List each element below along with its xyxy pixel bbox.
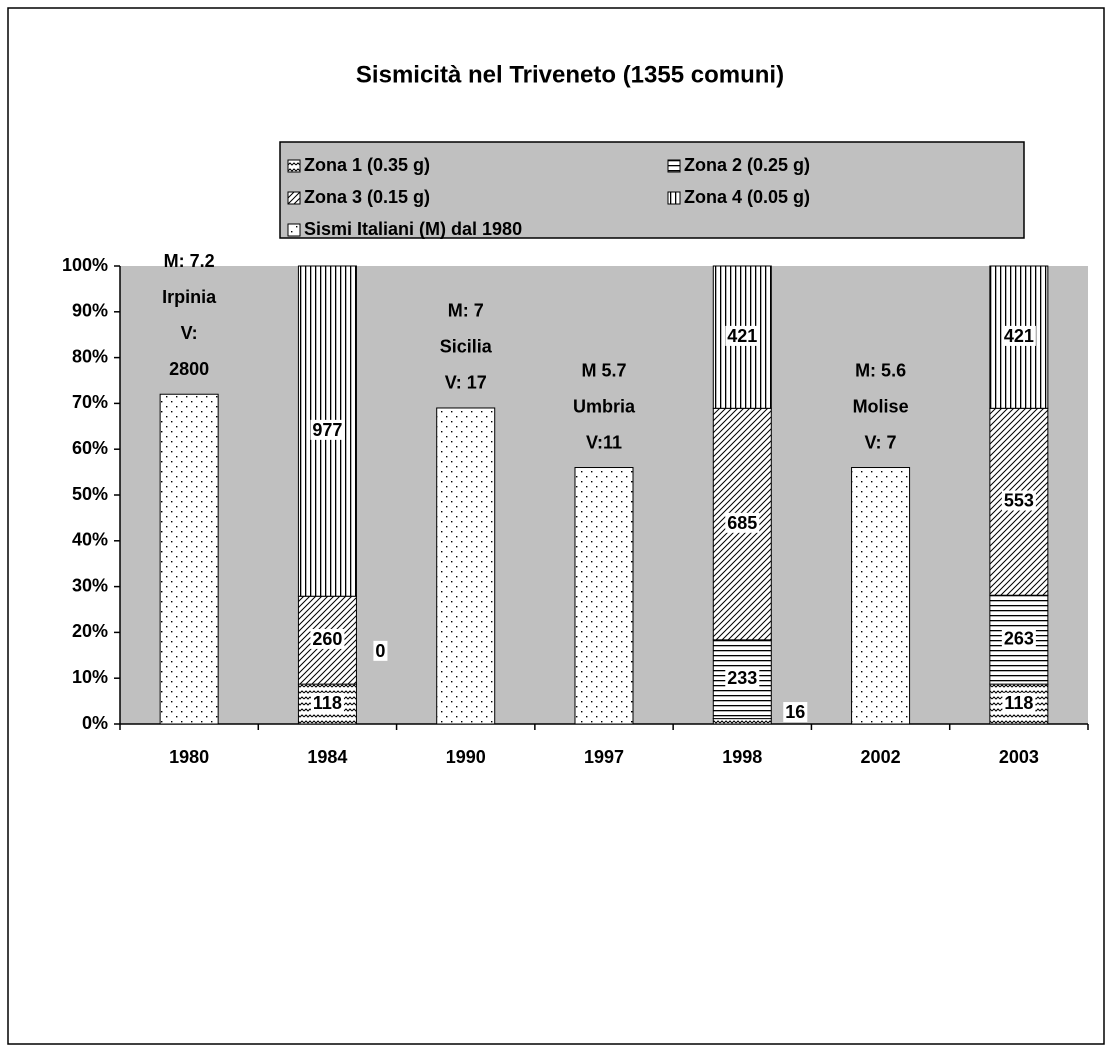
y-tick-label: 70% [72, 392, 108, 412]
x-tick-label: 2003 [999, 747, 1039, 767]
legend-label: Zona 3 (0.15 g) [304, 187, 430, 207]
legend-swatch [287, 223, 301, 237]
y-tick-label: 40% [72, 530, 108, 550]
legend-box [279, 141, 1025, 239]
data-label-bg [310, 628, 345, 649]
bar-segment [712, 718, 772, 725]
legend-swatch [287, 159, 301, 173]
bar [436, 407, 496, 725]
data-label: 263 [1004, 628, 1034, 648]
data-label-bg [1001, 628, 1036, 649]
y-tick-label: 30% [72, 575, 108, 595]
y-tick-label: 60% [72, 438, 108, 458]
annotation: Umbria [573, 396, 636, 416]
bar [574, 467, 634, 725]
data-label-bg [725, 512, 760, 533]
data-label-bg [783, 702, 808, 723]
legend-label: Zona 1 (0.35 g) [304, 155, 430, 175]
y-tick-label: 50% [72, 484, 108, 504]
data-label-bg [310, 419, 345, 440]
data-label: 260 [312, 629, 342, 649]
data-label: 118 [1004, 693, 1033, 713]
legend-swatch [667, 191, 681, 205]
data-label-bg [725, 325, 760, 346]
annotation: V: 17 [445, 373, 487, 393]
annotation: M: 7.2 [164, 251, 215, 271]
data-label: 118 [313, 693, 342, 713]
data-label: 421 [1004, 326, 1034, 346]
chart-title: Sismicità nel Triveneto (1355 comuni) [356, 61, 784, 88]
legend-label: Sismi Italiani (M) dal 1980 [304, 219, 522, 239]
legend-swatch [667, 159, 681, 173]
x-tick-label: 1998 [722, 747, 762, 767]
annotation: Molise [853, 396, 909, 416]
legend-label: Zona 4 (0.05 g) [684, 187, 810, 207]
annotation: M: 7 [448, 301, 484, 321]
data-label-bg [1002, 692, 1036, 713]
annotation: Irpinia [162, 287, 217, 307]
x-tick-label: 1990 [446, 747, 486, 767]
data-label: 685 [727, 513, 757, 533]
annotation: V: 7 [865, 432, 897, 452]
data-label: 553 [1004, 491, 1034, 511]
data-label: 977 [312, 420, 342, 440]
annotation: M 5.7 [581, 360, 626, 380]
annotation: 2800 [169, 359, 209, 379]
y-tick-label: 100% [62, 255, 108, 275]
x-tick-label: 1980 [169, 747, 209, 767]
y-tick-label: 0% [82, 713, 108, 733]
y-tick-label: 10% [72, 667, 108, 687]
bar-segment [989, 407, 1049, 596]
data-label-bg [1001, 325, 1036, 346]
annotation: V: [181, 323, 198, 343]
annotation: Sicilia [440, 337, 493, 357]
legend-swatch [287, 191, 301, 205]
x-tick-label: 1984 [307, 747, 347, 767]
y-tick-label: 90% [72, 301, 108, 321]
y-tick-label: 80% [72, 346, 108, 366]
data-label: 421 [727, 326, 757, 346]
legend-label: Zona 2 (0.25 g) [684, 155, 810, 175]
annotation: M: 5.6 [855, 360, 906, 380]
bar-segment [712, 265, 772, 409]
data-label-bg [1001, 490, 1036, 511]
annotation: V:11 [586, 432, 622, 452]
data-label: 16 [785, 702, 805, 722]
data-label-bg [725, 667, 760, 688]
data-label-bg [373, 640, 388, 661]
bar [851, 467, 911, 725]
data-label: 233 [727, 668, 757, 688]
x-tick-label: 2002 [861, 747, 901, 767]
data-label: 0 [375, 641, 385, 661]
y-tick-label: 20% [72, 621, 108, 641]
data-label-bg [310, 692, 344, 713]
bar [159, 393, 219, 725]
x-tick-label: 1997 [584, 747, 624, 767]
